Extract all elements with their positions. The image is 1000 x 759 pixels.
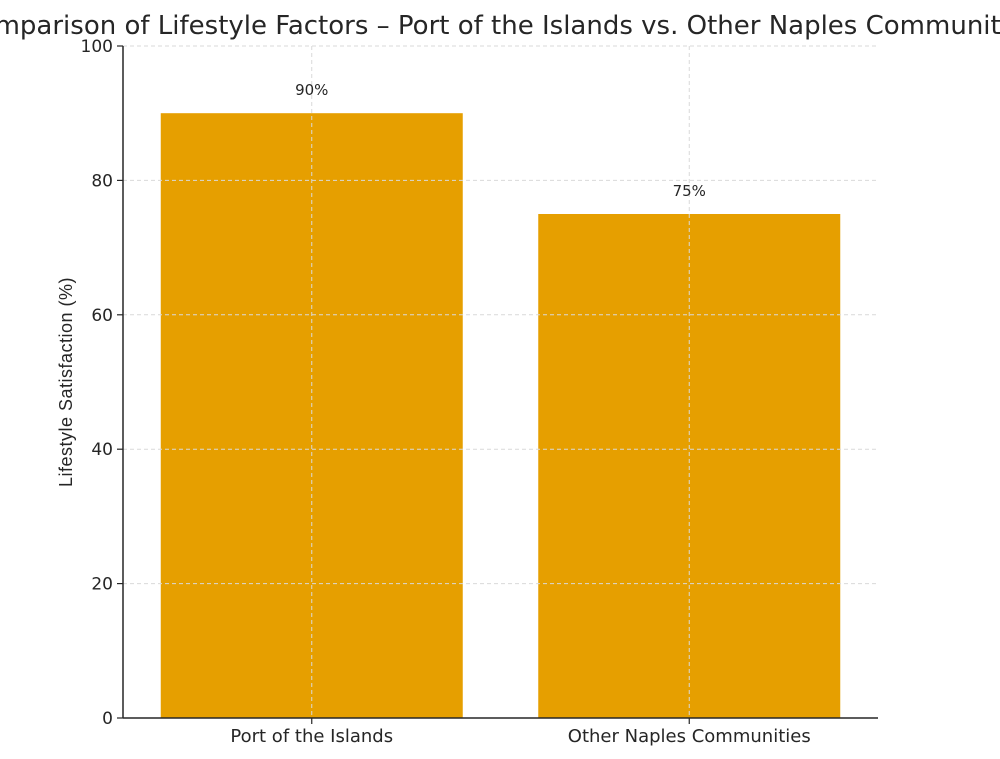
axes [122, 46, 878, 719]
x-tick-label: Other Naples Communities [568, 726, 811, 747]
y-axis-title: Lifestyle Satisfaction (%) [56, 277, 76, 487]
data-label: 90% [295, 81, 328, 99]
data-labels: 90% 75% [295, 81, 706, 200]
y-tick-label: 100 [81, 37, 113, 57]
y-tick-label: 0 [102, 709, 113, 729]
data-label: 75% [673, 182, 706, 200]
y-tick-label: 40 [91, 440, 113, 460]
y-tick-label: 80 [91, 171, 113, 191]
y-axis-ticks: 0 20 40 60 80 100 [81, 37, 123, 729]
y-tick-label: 20 [91, 575, 113, 595]
bars [160, 113, 841, 718]
x-axis-ticks: Port of the Islands Other Naples Communit… [230, 718, 811, 747]
grid-lines [123, 45, 878, 718]
x-tick-label: Port of the Islands [230, 726, 393, 747]
y-tick-label: 60 [91, 306, 113, 326]
chart-title: Comparison of Lifestyle Factors – Port o… [0, 11, 1000, 41]
